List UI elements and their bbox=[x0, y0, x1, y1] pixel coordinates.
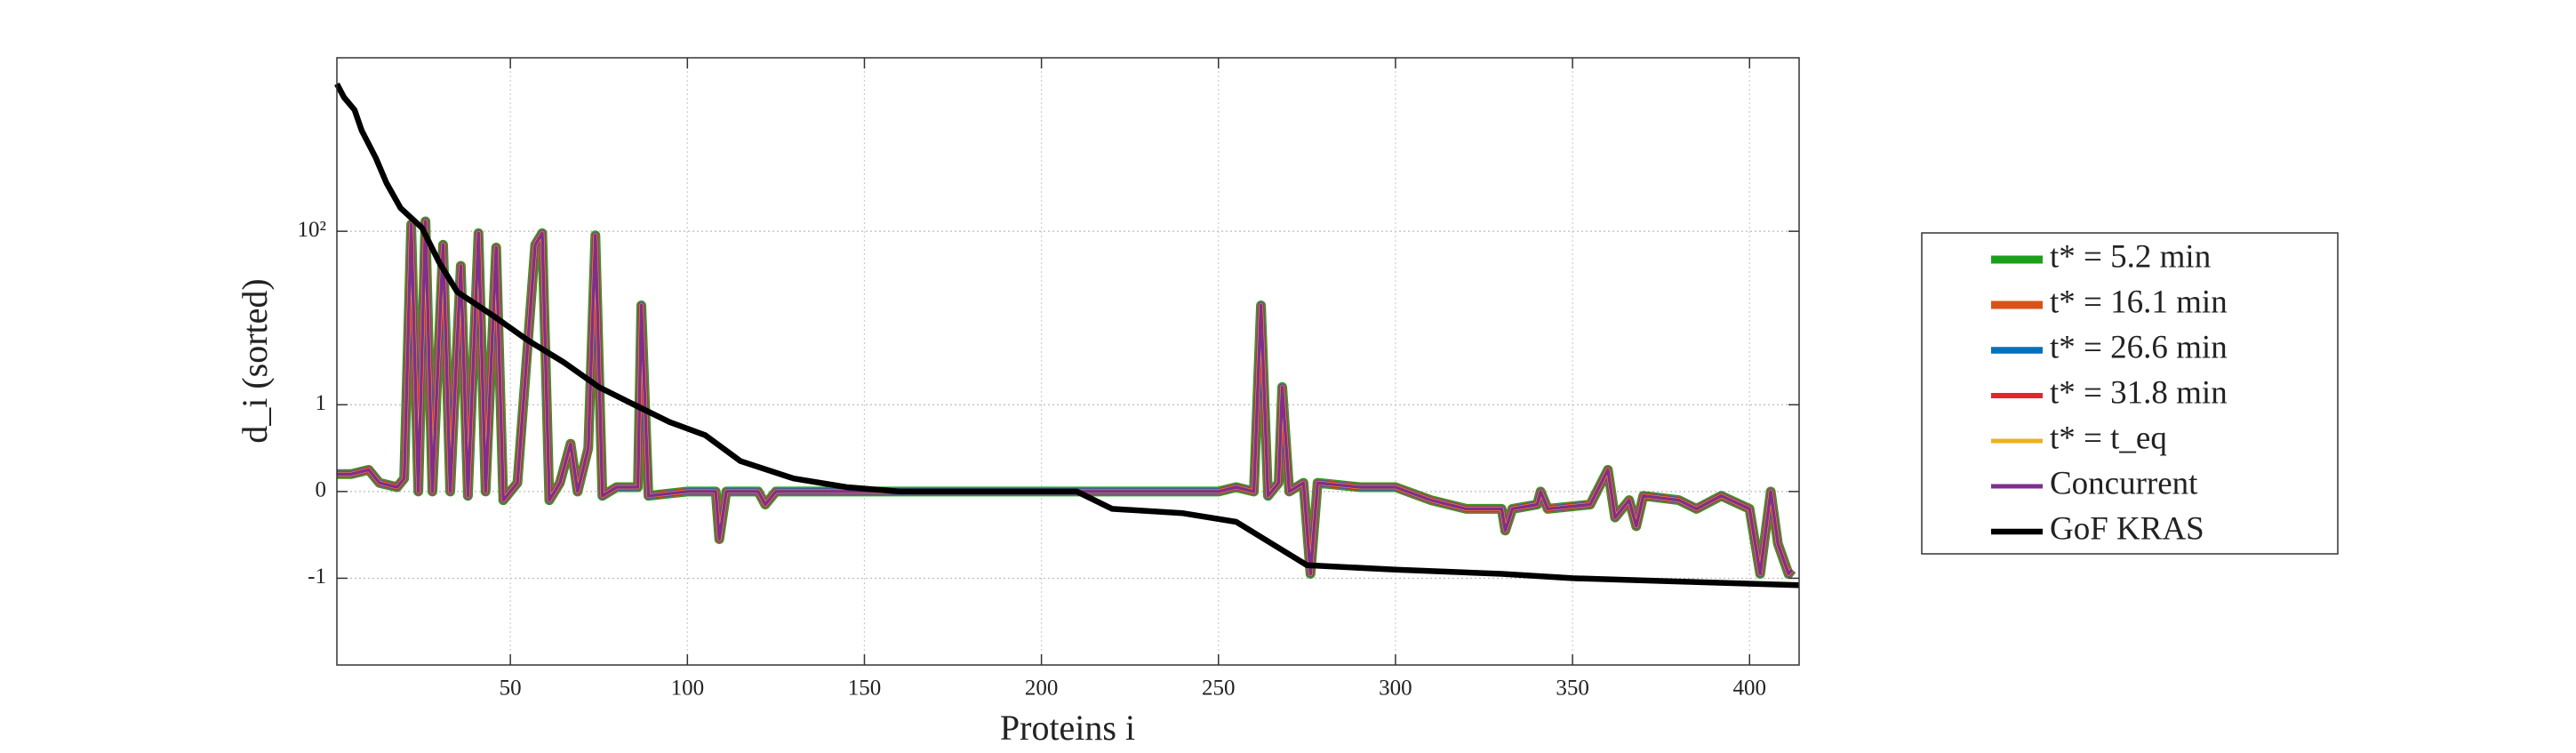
legend-label: t* = 26.6 min bbox=[2050, 329, 2228, 365]
y-tick-label: 10² bbox=[298, 218, 327, 242]
legend-label: t* = 16.1 min bbox=[2050, 284, 2228, 320]
y-tick-label: 1 bbox=[316, 391, 327, 415]
legend-label: GoF KRAS bbox=[2050, 510, 2204, 547]
y-tick-label: -1 bbox=[308, 565, 326, 589]
legend-label: Concurrent bbox=[2050, 465, 2198, 501]
x-tick-label: 150 bbox=[848, 677, 882, 701]
series-line bbox=[334, 82, 1800, 589]
x-tick-label: 400 bbox=[1732, 677, 1766, 701]
plot-frame bbox=[336, 57, 1800, 666]
series-line bbox=[337, 220, 1794, 576]
x-tick-label: 300 bbox=[1379, 677, 1412, 701]
x-tick-label: 350 bbox=[1556, 677, 1589, 701]
y-tick-label: 0 bbox=[316, 478, 327, 502]
ticks: -1 0 1 10² 50 100 150 200 250 300 350 400 bbox=[298, 58, 1799, 701]
legend-label: t* = t_eq bbox=[2050, 420, 2167, 456]
x-tick-label: 200 bbox=[1025, 677, 1059, 701]
lines bbox=[334, 82, 1800, 589]
x-axis-label: Proteins i bbox=[1000, 708, 1135, 748]
x-tick-label: 50 bbox=[500, 677, 522, 701]
legend: t* = 5.2 min t* = 16.1 min t* = 26.6 min t*… bbox=[1991, 238, 2228, 547]
legend-label: t* = 31.8 min bbox=[2050, 374, 2228, 411]
x-tick-label: 100 bbox=[671, 677, 705, 701]
x-tick-label: 250 bbox=[1202, 677, 1236, 701]
legend-label: t* = 5.2 min bbox=[2050, 238, 2211, 275]
y-axis-label: d_i (sorted) bbox=[235, 278, 275, 444]
